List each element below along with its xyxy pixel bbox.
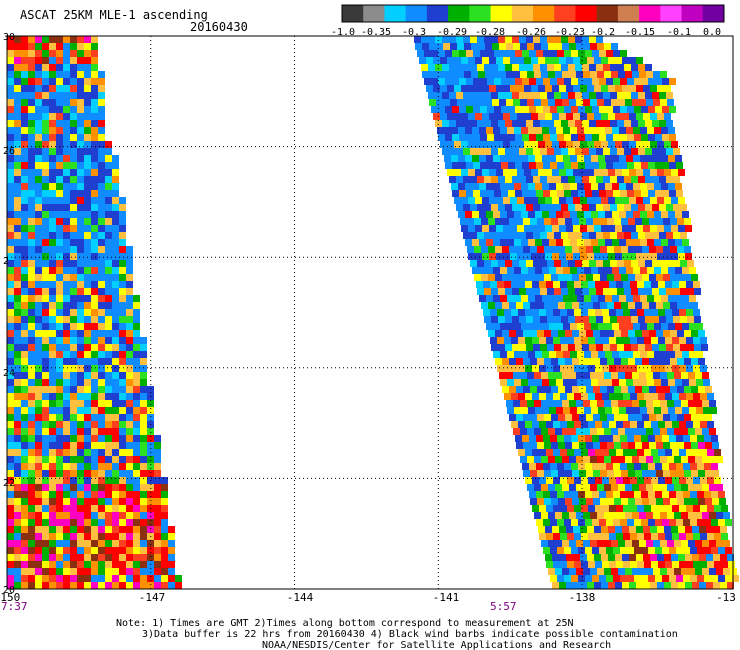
map-frame xyxy=(6,35,734,590)
map-date: 20160430 xyxy=(190,20,248,34)
colorbar-segment xyxy=(384,5,407,22)
lat-lon-grid xyxy=(7,36,733,589)
colorbar-labels: -1.0 -0.35 -0.3 -0.29 -0.28 -0.26 -0.23 -0.2 -0.… xyxy=(331,27,721,38)
lon-label: -13 xyxy=(716,591,736,604)
latitude-labels: 30 26 24 22 20 xyxy=(3,32,15,596)
lat-label: 26 xyxy=(3,146,15,157)
lat-label: 20 xyxy=(3,585,15,596)
colorbar-segment xyxy=(681,5,704,22)
colorbar-segment xyxy=(702,5,725,22)
colorbar-label: -0.2 xyxy=(591,27,615,38)
note-line-2: 3)Data buffer is 22 hrs from 20160430 4)… xyxy=(142,629,678,640)
lat-label: 24 xyxy=(3,368,15,379)
colorbar-label: -0.26 xyxy=(516,27,546,38)
colorbar-segment xyxy=(363,5,385,22)
colorbar xyxy=(341,4,725,23)
colorbar-segment xyxy=(511,5,534,22)
time-label-right: 5:57 xyxy=(490,600,517,613)
colorbar-segment xyxy=(575,5,598,22)
time-label-left: 7:37 xyxy=(1,600,28,613)
note-line-3: NOAA/NESDIS/Center for Satellite Applica… xyxy=(262,640,611,650)
colorbar-outline xyxy=(341,4,725,23)
colorbar-segment xyxy=(426,5,449,22)
colorbar-label: -1.0 xyxy=(331,27,355,38)
colorbar-segment xyxy=(533,5,555,22)
colorbar-label: -0.15 xyxy=(625,27,655,38)
lat-label: 30 xyxy=(3,32,15,43)
colorbar-segment xyxy=(469,5,492,22)
colorbar-segment xyxy=(660,5,683,22)
colorbar-label: 0.0 xyxy=(703,27,721,38)
colorbar-label: -0.35 xyxy=(361,27,391,38)
lon-label: -141 xyxy=(433,591,460,604)
colorbar-label: -0.1 xyxy=(667,27,691,38)
map-title: ASCAT 25KM MLE-1 ascending xyxy=(20,8,208,22)
lon-label: -138 xyxy=(569,591,596,604)
colorbar-label: -0.3 xyxy=(402,27,426,38)
colorbar-label: -0.28 xyxy=(475,27,505,38)
note-line-1: Note: 1) Times are GMT 2)Times along bot… xyxy=(116,618,574,629)
lon-label: -150 xyxy=(0,591,20,604)
colorbar-segment xyxy=(405,5,428,22)
colorbar-segment xyxy=(617,5,640,22)
colorbar-label: -0.23 xyxy=(555,27,585,38)
colorbar-segment xyxy=(639,5,661,22)
lat-label: 22 xyxy=(3,478,15,489)
colorbar-segment xyxy=(554,5,576,22)
longitude-labels: -150 -147 -144 -141 -138 -13 xyxy=(0,591,736,604)
colorbar-label: -0.29 xyxy=(437,27,467,38)
colorbar-segment xyxy=(596,5,619,22)
lat-label-partial: 2 xyxy=(3,256,9,267)
lon-label: -144 xyxy=(287,591,314,604)
lon-label: -147 xyxy=(139,591,166,604)
colorbar-segment xyxy=(448,5,470,22)
data-swaths xyxy=(7,36,739,589)
colorbar-segment xyxy=(490,5,513,22)
colorbar-segment xyxy=(342,5,364,22)
